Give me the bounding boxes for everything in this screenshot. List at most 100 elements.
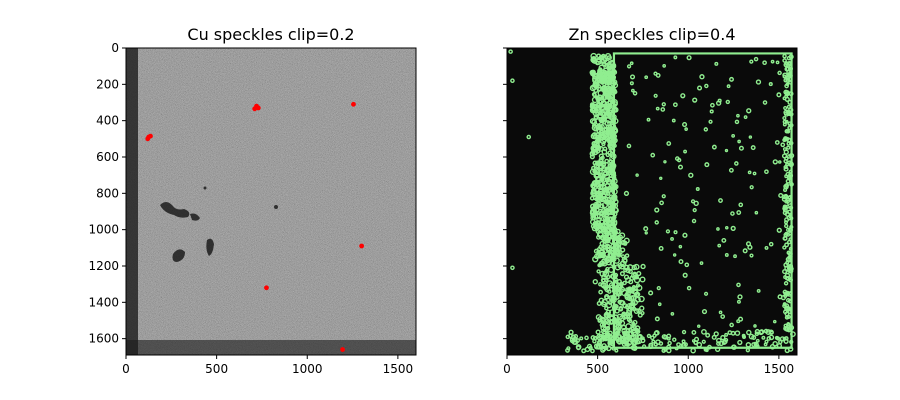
zn-speckle <box>614 308 620 314</box>
zn-speckle <box>737 139 741 144</box>
zn-speckle <box>786 129 791 134</box>
zn-speckle <box>786 104 791 110</box>
zn-speckle <box>716 337 722 344</box>
zn-speckle <box>711 144 717 150</box>
zn-speckle <box>704 348 709 353</box>
zn-speckle <box>666 344 672 350</box>
zn-speckle <box>666 141 672 146</box>
zn-speckle <box>622 280 627 286</box>
zn-speckle <box>654 207 660 213</box>
zn-speckle <box>742 248 748 254</box>
zn-speckle <box>783 281 789 286</box>
zn-speckle <box>653 330 659 336</box>
zn-speckle <box>772 159 778 165</box>
zn-speckle <box>686 55 692 61</box>
zn-speckle <box>720 314 726 319</box>
zn-speckle <box>778 339 783 345</box>
y-tick-label: 1200 <box>88 259 119 273</box>
zn-speckle <box>670 237 674 241</box>
zn-speckle <box>611 305 618 311</box>
zn-speckle <box>586 343 593 349</box>
zn-speckle <box>617 262 623 269</box>
zn-speckle <box>590 206 597 212</box>
zn-speckle <box>591 96 599 104</box>
y-tick-label: 1600 <box>88 332 119 346</box>
zn-speckle <box>787 72 793 77</box>
zn-speckle <box>714 346 721 353</box>
zn-speckle <box>772 340 778 347</box>
zn-speckle <box>633 291 640 298</box>
zn-speckle <box>616 252 622 258</box>
zn-speckle <box>610 123 617 130</box>
zn-speckle <box>591 119 598 125</box>
zn-speckle <box>590 212 596 218</box>
zn-speckle <box>786 175 792 181</box>
zn-speckle <box>600 155 605 160</box>
zn-speckle <box>597 315 604 323</box>
zn-speckle <box>782 58 787 63</box>
zn-speckle <box>678 244 683 249</box>
zn-speckle <box>640 337 646 344</box>
zn-speckle <box>606 302 613 309</box>
x-tick-label: 500 <box>586 362 609 376</box>
zn-speckle <box>629 61 634 66</box>
zn-speckle <box>602 90 610 97</box>
zn-speckle <box>608 282 616 289</box>
zn-speckle <box>617 319 623 325</box>
zn-image-background <box>507 48 797 355</box>
zn-speckle <box>622 330 628 337</box>
zn-speckle <box>764 245 769 250</box>
zn-speckle <box>768 82 773 87</box>
zn-speckle <box>613 257 620 264</box>
zn-speckle <box>598 192 604 198</box>
zn-speckle <box>650 152 656 158</box>
zn-speckle <box>628 295 635 302</box>
x-tick-label: 1000 <box>292 362 323 376</box>
zn-speckle <box>640 310 645 316</box>
zn-speckle <box>738 202 744 208</box>
zn-speckle <box>753 324 757 328</box>
zn-speckle <box>526 134 532 140</box>
zn-speckle <box>789 181 794 187</box>
zn-speckle <box>629 335 635 341</box>
zn-speckle <box>631 88 635 93</box>
zn-speckle <box>672 337 677 342</box>
zn-speckle <box>599 111 606 117</box>
zn-speckle <box>624 304 630 310</box>
zn-speckle <box>609 155 616 162</box>
zn-speckle <box>672 253 677 257</box>
zn-speckle <box>699 261 704 265</box>
zn-speckle <box>782 303 787 309</box>
zn-speckle <box>720 334 726 341</box>
zn-speckle <box>724 332 729 337</box>
zn-speckle <box>611 194 618 200</box>
zn-speckle <box>749 185 754 190</box>
zn-speckle <box>623 312 631 319</box>
zn-speckle <box>745 342 752 348</box>
zn-speckle <box>624 253 630 258</box>
zn-speckle <box>784 220 789 225</box>
zn-speckle <box>609 163 616 171</box>
zn-speckle <box>783 262 789 268</box>
zn-speckle <box>747 170 752 175</box>
zn-speckle <box>670 312 675 316</box>
zn-speckle <box>765 329 772 335</box>
zn-speckle <box>595 58 602 65</box>
zn-speckle <box>661 348 666 353</box>
zn-speckle <box>624 336 630 343</box>
cu-speckle-point <box>255 105 261 111</box>
zn-speckle <box>632 325 637 329</box>
zn-speckle <box>602 171 608 176</box>
zn-speckle <box>612 314 620 321</box>
zn-speckle <box>762 100 768 105</box>
zn-speckle <box>611 133 616 138</box>
zn-speckle <box>639 305 645 311</box>
zn-speckle <box>627 318 633 324</box>
zn-speckle <box>753 56 759 62</box>
zn-speckle <box>584 335 589 341</box>
zn-speckle <box>674 156 680 161</box>
zn-speckle <box>713 331 719 337</box>
zn-speckle <box>748 333 755 340</box>
cu-speckle-point <box>252 106 258 112</box>
zn-speckle <box>755 338 760 343</box>
